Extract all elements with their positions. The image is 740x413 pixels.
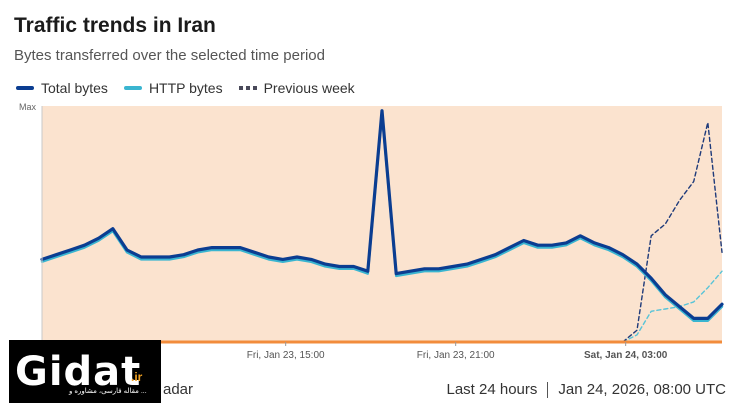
legend-swatch-http-bytes <box>123 86 142 90</box>
footer-source-partial: adar <box>163 381 194 398</box>
watermark-subtitle: مقاله فارسی، مشاوره و ... <box>69 388 147 395</box>
footer-separator <box>547 381 549 398</box>
legend-label-previous-week: Previous week <box>263 80 355 96</box>
x-tick-label: Fri, Jan 23, 21:00 <box>417 350 495 361</box>
watermark-logo: Gidat .ir مقاله فارسی، مشاوره و ... <box>9 340 161 403</box>
chart-title: Traffic trends in Iran <box>14 14 216 37</box>
legend-label-http-bytes: HTTP bytes <box>148 80 223 96</box>
watermark-tld: .ir <box>131 370 143 384</box>
x-tick-label: Sat, Jan 24, 03:00 <box>584 350 668 361</box>
plot-background <box>42 106 722 342</box>
footer-range-label[interactable]: Last 24 hours <box>446 381 538 398</box>
watermark-text: Gidat <box>15 348 142 395</box>
legend-label-total-bytes: Total bytes <box>41 80 108 96</box>
legend-item-previous-week[interactable]: Previous week <box>238 80 355 96</box>
series-line-total-bytes <box>40 109 724 320</box>
footer-range: Last 24 hours Jan 24, 2026, 08:00 UTC <box>446 381 726 398</box>
legend-item-http-bytes[interactable]: HTTP bytes <box>123 80 223 96</box>
legend: Total bytes HTTP bytes Previous week <box>16 80 371 96</box>
legend-swatch-previous-week <box>238 86 257 90</box>
footer-timestamp: Jan 24, 2026, 08:00 UTC <box>558 381 726 398</box>
chart-subtitle: Bytes transferred over the selected time… <box>14 47 325 64</box>
x-tick-label: Fri, Jan 23, 15:00 <box>247 350 325 361</box>
legend-item-total-bytes[interactable]: Total bytes <box>16 80 108 96</box>
y-tick-label-max: Max <box>19 102 37 112</box>
legend-swatch-total-bytes <box>16 86 34 90</box>
